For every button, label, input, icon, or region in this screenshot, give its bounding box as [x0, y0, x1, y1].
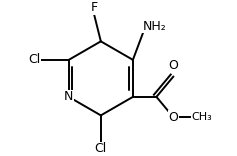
Text: F: F	[91, 1, 98, 14]
Text: O: O	[168, 59, 178, 73]
Text: Cl: Cl	[28, 53, 40, 66]
Text: N: N	[64, 90, 73, 103]
Text: Cl: Cl	[95, 142, 107, 155]
Text: CH₃: CH₃	[192, 112, 213, 122]
Text: NH₂: NH₂	[143, 20, 167, 33]
Text: O: O	[168, 111, 178, 124]
